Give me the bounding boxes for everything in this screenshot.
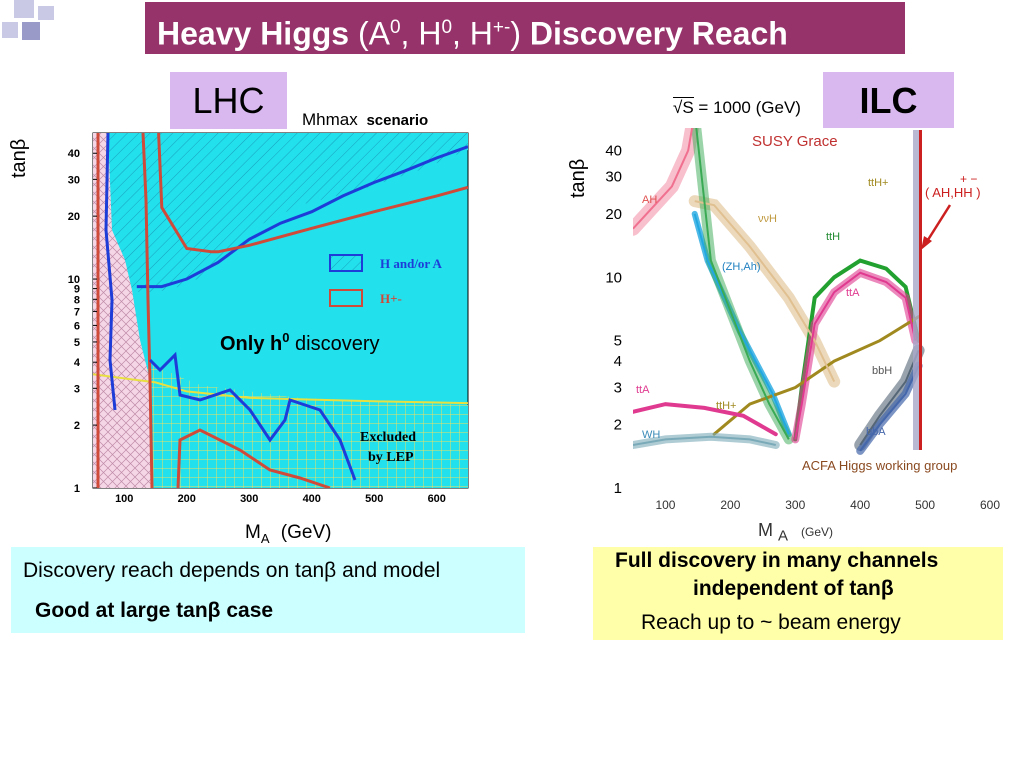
ilc-ytick-label: 40 [605, 142, 622, 159]
ilc-ytick-label: 2 [614, 417, 622, 434]
ilc-series-core-4 [695, 128, 790, 440]
ilc-series-core-11 [633, 435, 777, 446]
charged-arrow [924, 204, 952, 244]
ilc-curve-label: ννH [758, 213, 777, 225]
working-group-label: ACFA Higgs working group [802, 458, 957, 473]
lhc-series-1 [136, 145, 468, 289]
ilc-ytick-label: 4 [614, 353, 622, 370]
ilc-charged-edge [919, 130, 922, 450]
ilc-curve-label: AH [642, 194, 657, 206]
ilc-summary-box: Full discovery in many channels independ… [593, 547, 1003, 640]
ilc-curve-label: ttA [636, 384, 650, 396]
lhc-summary-box: Discovery reach depends on tanβ and mode… [11, 547, 525, 633]
ilc-ytick-label: 5 [614, 333, 622, 350]
lhc-ytick-label: 3 [74, 383, 80, 395]
lhc-low-mass-contour [104, 133, 117, 411]
lhc-xlabel: MA (GeV) [245, 522, 332, 546]
lhc-ytick-label: 20 [68, 211, 80, 223]
ilc-xtick-label: 200 [720, 498, 740, 512]
lhc-ytick-label: 10 [68, 274, 80, 286]
lhc-xtick-label: 600 [428, 493, 446, 505]
lhc-xtick-label: 400 [303, 493, 321, 505]
ilc-curve-label: ttH [826, 231, 840, 243]
ilc-ytick-label: 1 [614, 480, 622, 497]
ilc-curve-label: ttH+ [716, 400, 736, 412]
lhc-ytick-label: 7 [74, 306, 80, 318]
lhc-series-3 [93, 373, 468, 405]
lhc-legend-label-0: H and/or A [380, 256, 443, 271]
lhc-summary-line2: Good at large tanβ case [35, 599, 274, 622]
lhc-xtick-label: 500 [365, 493, 383, 505]
ilc-charged-band [913, 130, 921, 450]
lhc-ytick-label: 9 [74, 284, 80, 296]
charged-label-1: + − [960, 172, 977, 186]
lhc-ytick-label: 40 [68, 148, 80, 160]
lhc-charged-bottom-contour [176, 428, 331, 488]
ilc-series-core-8 [859, 350, 920, 446]
ilc-series-core-6 [794, 271, 917, 440]
ilc-series-10 [633, 402, 778, 437]
ilc-xtick-label: 100 [655, 498, 675, 512]
lhc-xtick-label: 200 [178, 493, 196, 505]
ilc-summary-line1: Full discovery in many channels [615, 549, 939, 572]
corner-decoration [0, 0, 60, 48]
scenario-label: Mhmax scenario [302, 110, 433, 130]
ilc-tag: ILC [823, 72, 954, 129]
ilc-plot-area [633, 128, 990, 478]
ilc-xlabel: M A (GeV) [758, 520, 834, 545]
lhc-ytick-label: 5 [74, 337, 80, 349]
ilc-ytick-label: 30 [605, 169, 622, 186]
lhc-ytick-label: 8 [74, 294, 80, 306]
ilc-series-core-1 [633, 128, 694, 230]
lhc-tag: LHC [170, 72, 287, 129]
ilc-xtick-label: 300 [785, 498, 805, 512]
ilc-ytick-label: 10 [605, 269, 622, 286]
lhc-legend-label-1: H+- [380, 291, 402, 306]
ilc-chart: 1 2 3 4 5 10 20 30 40 100 200 300 400 500 600 AH ννH (Z… [605, 128, 1000, 512]
lhc-hatch-region-top [93, 133, 468, 292]
ilc-summary-line2: independent of tanβ [693, 577, 894, 600]
ilc-summary-line3: Reach up to ~ beam energy [641, 611, 901, 634]
ilc-curve-label: WH [642, 429, 660, 441]
lhc-series-2 [157, 133, 468, 254]
ilc-series-core-3 [693, 213, 790, 435]
ilc-ytick-label: 3 [614, 379, 622, 396]
ilc-curve-label: (ZH,Ah) [722, 261, 761, 273]
lhc-ytick-label: 6 [74, 320, 80, 332]
lhc-xtick-label: 300 [240, 493, 258, 505]
ilc-energy-label: √S = 1000 (GeV) [673, 97, 801, 117]
lhc-xtick-label: 100 [115, 493, 133, 505]
lhc-legend: H and/or A H+- [329, 254, 443, 307]
ilc-series-7 [712, 315, 921, 436]
lhc-ytick-label: 1 [74, 483, 80, 495]
lhc-charged-low-contour [141, 133, 154, 488]
lhc-ytick-label: 4 [74, 357, 81, 369]
ilc-curve-label: ttH+ [868, 177, 888, 189]
slide-title: Heavy Higgs (A0, H0, H+-) Discovery Reac… [145, 2, 905, 54]
ilc-curve-label: ttA [846, 287, 860, 299]
lhc-region-label: Only h0 discovery [220, 330, 380, 355]
lhc-excluded-label-2: by LEP [368, 450, 414, 465]
ilc-ylabel: tanβ [567, 158, 589, 198]
ilc-curve-label: bbH [872, 365, 892, 377]
lhc-ytick-label: 2 [74, 420, 80, 432]
susy-grace-label: SUSY Grace [752, 133, 838, 150]
ilc-series-core-2 [694, 200, 836, 383]
ilc-series-core-9 [859, 365, 920, 452]
lhc-pink-region [93, 133, 152, 488]
charged-arrow-head [921, 236, 932, 250]
ilc-xtick-label: 600 [980, 498, 1000, 512]
ilc-ytick-label: 20 [605, 206, 622, 223]
lhc-summary-line1: Discovery reach depends on tanβ and mode… [23, 559, 441, 582]
ilc-xtick-label: 400 [850, 498, 870, 512]
ilc-xtick-label: 500 [915, 498, 935, 512]
ilc-curve-label: bbA [866, 426, 886, 438]
lhc-excluded-label-1: Excluded [360, 430, 416, 445]
lhc-ylabel: tanβ [8, 138, 30, 178]
lhc-low-tanb-contour [148, 351, 357, 481]
charged-label-2: ( AH,HH ) [925, 185, 981, 200]
lhc-ytick-label: 30 [68, 174, 80, 186]
